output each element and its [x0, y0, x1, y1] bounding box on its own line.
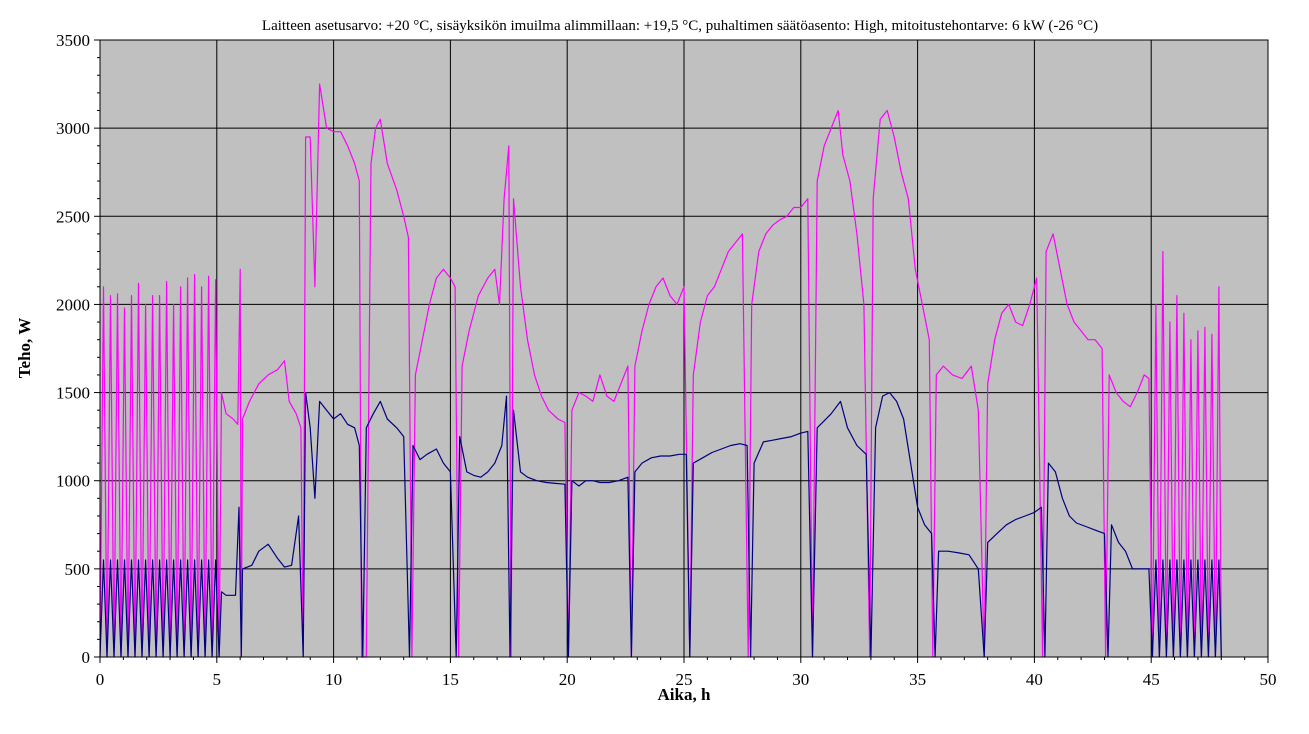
- y-tick-label: 2000: [56, 295, 90, 314]
- x-axis: 0 5 10 15 20 25 30 35 40 45 50: [96, 657, 1277, 689]
- x-axis-title: Aika, h: [658, 685, 711, 704]
- x-tick-label: 45: [1143, 670, 1160, 689]
- y-axis-title: Teho, W: [15, 318, 34, 378]
- series-line-2: [99, 392, 1222, 658]
- x-tick-label: 0: [96, 670, 105, 689]
- y-tick-label: 3500: [56, 31, 90, 50]
- y-tick-label: 1500: [56, 384, 90, 403]
- x-tick-label: 20: [559, 670, 576, 689]
- x-tick-label: 25: [676, 670, 693, 689]
- x-tick-label: 15: [442, 670, 459, 689]
- y-axis: 0 500 1000 1500 2000 2500 3000 3500: [56, 31, 100, 667]
- x-tick-label: 30: [792, 670, 809, 689]
- y-tick-label: 2500: [56, 207, 90, 226]
- x-tick-label: 40: [1026, 670, 1043, 689]
- y-tick-label: 0: [82, 648, 91, 667]
- chart-title: Laitteen asetusarvo: +20 °C, sisäyksikön…: [262, 18, 1098, 34]
- x-tick-label: 50: [1260, 670, 1277, 689]
- y-tick-label: 500: [65, 560, 91, 579]
- y-tick-label: 1000: [56, 472, 90, 491]
- y-tick-label: 3000: [56, 119, 90, 138]
- x-tick-label: 35: [909, 670, 926, 689]
- x-tick-label: 10: [325, 670, 342, 689]
- x-tick-label: 5: [213, 670, 222, 689]
- series-line-1: [99, 83, 1222, 658]
- series-layer: [99, 83, 1222, 658]
- gridlines: [100, 40, 1268, 657]
